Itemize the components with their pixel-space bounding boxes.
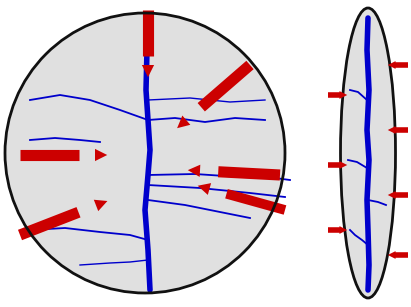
Circle shape xyxy=(5,13,285,293)
Ellipse shape xyxy=(340,8,395,298)
